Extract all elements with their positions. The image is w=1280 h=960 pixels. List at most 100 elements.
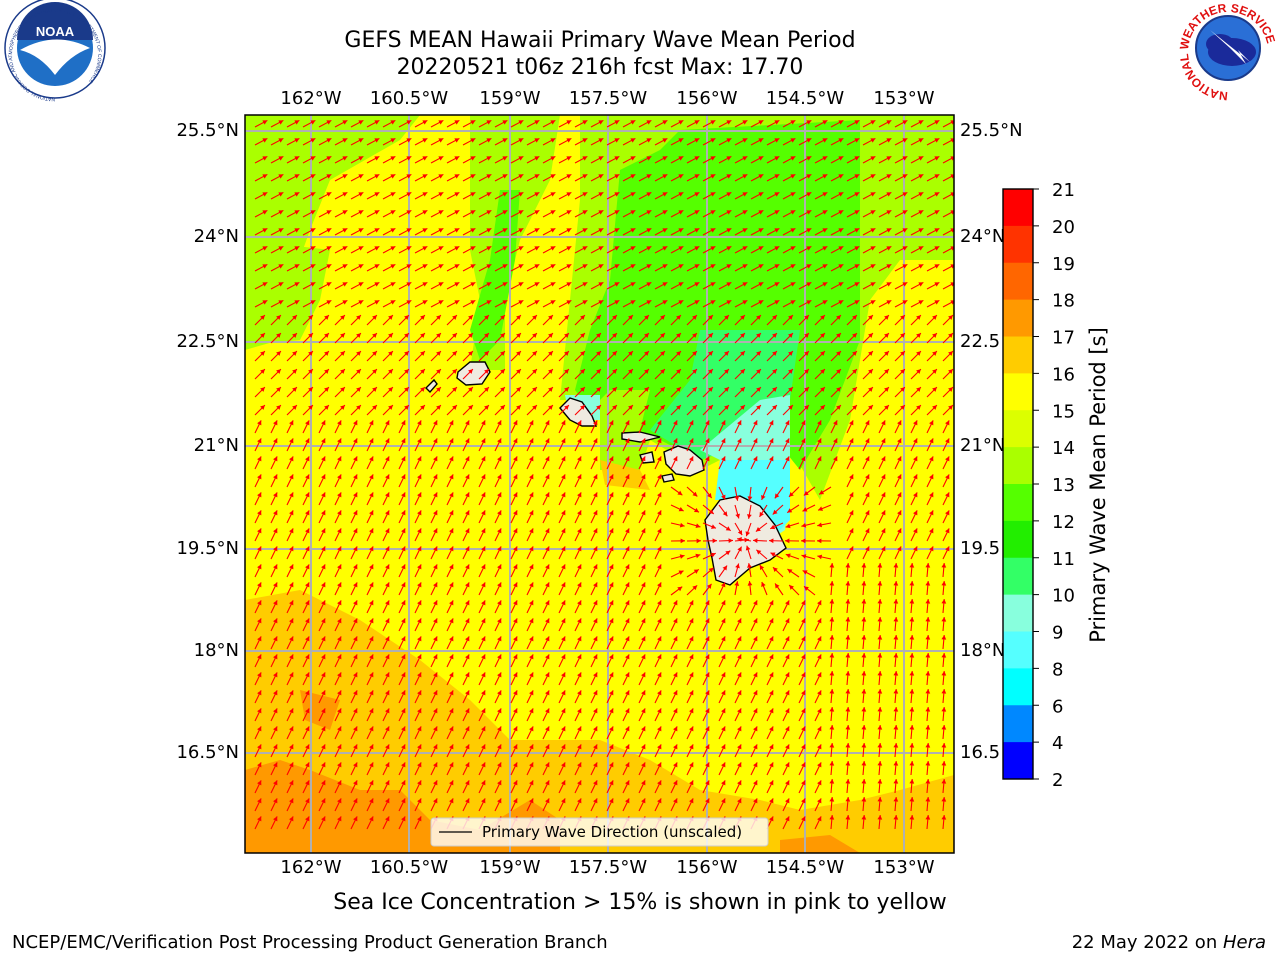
wave-arrowhead [433, 438, 438, 444]
island-molokai [621, 431, 661, 443]
wave-arrowhead [561, 438, 566, 444]
wave-arrowhead [401, 672, 406, 678]
wave-arrowhead [433, 546, 438, 552]
wave-arrowhead [321, 474, 326, 480]
wave-arrowhead [257, 708, 262, 714]
wave-arrowhead [390, 264, 396, 269]
wave-arrowhead [406, 192, 412, 197]
wave-arrowhead [353, 726, 358, 732]
wave-arrowhead [932, 315, 937, 320]
wave-arrowhead [900, 405, 905, 410]
wave-arrowhead [945, 528, 950, 534]
wave-arrowhead [614, 228, 620, 233]
wave-arrowhead [934, 246, 940, 251]
wave-arrowhead [790, 138, 796, 143]
wave-arrowhead [289, 798, 294, 804]
wave-arrowhead [706, 583, 712, 589]
wave-arrowhead [385, 780, 390, 786]
wave-arrowhead [529, 780, 534, 786]
wave-arrowhead [529, 600, 534, 606]
wave-arrowhead [737, 546, 742, 552]
wave-arrowhead [305, 690, 310, 696]
wave-arrowhead [950, 246, 954, 251]
wave-arrowhead [829, 743, 835, 748]
wave-arrowhead [877, 743, 883, 748]
wave-arrowhead [516, 351, 521, 356]
wave-arrowhead [753, 780, 758, 786]
wave-arrowhead [561, 708, 566, 714]
wave-arrowhead [609, 546, 614, 552]
wave-arrowhead [353, 420, 358, 426]
colorbar-segment [1003, 225, 1033, 264]
wave-arrowhead [497, 564, 502, 570]
wave-arrowhead [861, 563, 867, 568]
wave-arrowhead [433, 654, 438, 660]
colorbar-tick-label: 12 [1052, 512, 1075, 533]
wave-arrowhead [788, 405, 793, 410]
wave-arrowhead [545, 546, 550, 552]
wave-arrowhead [390, 120, 396, 125]
wave-arrowhead [406, 174, 412, 179]
wave-arrowhead [273, 654, 278, 660]
wave-arrowhead [609, 528, 614, 534]
wave-arrowhead [801, 726, 806, 732]
wave-arrowhead [801, 780, 806, 786]
wave-arrowhead [454, 300, 460, 305]
colorbar-tick-label: 11 [1052, 549, 1075, 570]
wave-arrowhead [893, 689, 899, 694]
wave-arrowhead [550, 282, 556, 287]
wave-arrowhead [806, 156, 812, 161]
wave-arrowhead [708, 351, 713, 356]
wave-arrowhead [374, 282, 380, 287]
wave-arrowhead [609, 456, 614, 462]
wave-arrowhead [694, 246, 700, 251]
wave-arrowhead [534, 210, 540, 215]
wave-arrowhead [836, 315, 841, 320]
wave-arrowhead [646, 264, 652, 269]
wave-arrowhead [673, 600, 678, 606]
wave-arrowhead [705, 690, 710, 696]
wave-arrowhead [694, 282, 700, 287]
wave-arrowhead [326, 300, 332, 305]
wave-arrowhead [725, 550, 731, 556]
wave-arrowhead [257, 798, 262, 804]
wave-arrowhead [692, 387, 697, 392]
wave-arrowhead [838, 300, 844, 305]
wave-arrowhead [694, 300, 700, 305]
wave-arrowhead [289, 438, 294, 444]
wave-arrowhead [788, 387, 793, 392]
wave-arrowhead [452, 351, 457, 356]
wave-arrowhead [838, 210, 844, 215]
wave-arrowhead [276, 369, 281, 374]
wave-arrowhead [737, 438, 742, 444]
wave-arrowhead [321, 420, 326, 426]
wave-arrowhead [433, 744, 438, 750]
wave-arrowhead [321, 744, 326, 750]
wave-arrowhead [500, 369, 505, 374]
wave-arrowhead [662, 192, 668, 197]
wave-arrowhead [708, 509, 714, 514]
wave-arrowhead [406, 282, 412, 287]
wave-arrowhead [369, 618, 374, 624]
wave-arrowhead [689, 744, 694, 750]
wave-arrowhead [646, 174, 652, 179]
wave-arrowhead [433, 528, 438, 534]
wave-arrowhead [829, 725, 835, 730]
wave-arrowhead [529, 456, 534, 462]
wave-arrowhead [677, 586, 683, 592]
wave-arrowhead [740, 333, 745, 338]
wave-arrowhead [342, 264, 348, 269]
wave-arrowhead [788, 351, 793, 356]
wave-arrowhead [353, 492, 358, 498]
wave-arrowhead [918, 264, 924, 269]
wave-arrowhead [646, 300, 652, 305]
wave-arrowhead [742, 192, 748, 197]
wave-arrowhead [404, 387, 409, 392]
wave-arrowhead [417, 618, 422, 624]
wave-arrowhead [406, 228, 412, 233]
wave-arrowhead [785, 600, 790, 606]
wave-arrowhead [868, 405, 873, 410]
wave-arrowhead [740, 387, 745, 392]
wave-arrowhead [278, 120, 284, 125]
wave-arrowhead [829, 617, 835, 622]
